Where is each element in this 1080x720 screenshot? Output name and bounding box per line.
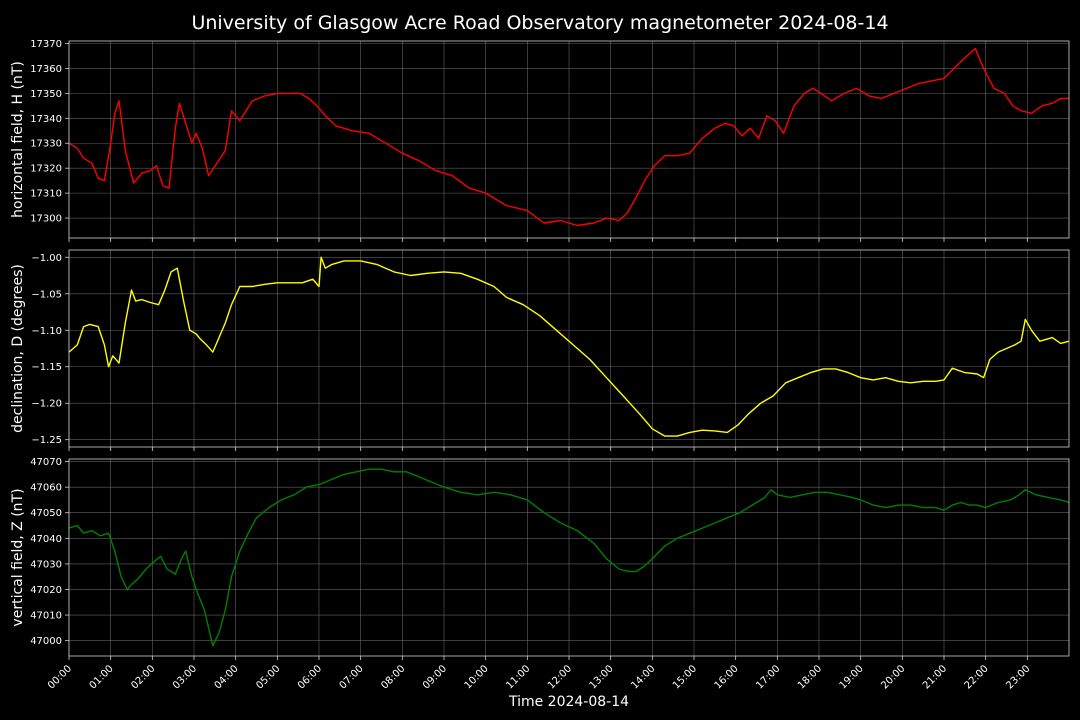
vertical-field-ytick-label: 47070 <box>30 457 62 468</box>
vertical-field-ytick-label: 47010 <box>30 611 62 622</box>
xtick-label: 10:00 <box>463 663 491 691</box>
declination-ytick-label: −1.20 <box>31 399 62 410</box>
xtick-label: 06:00 <box>296 663 324 691</box>
xtick-label: 15:00 <box>671 663 699 691</box>
horizontal-field-ytick-label: 17340 <box>30 114 62 125</box>
xtick-label: 01:00 <box>88 663 116 691</box>
declination-ytick-label: −1.05 <box>31 289 62 300</box>
horizontal-field-panel: 17300 17310 17320 17330 17340 17350 17360 17370… <box>10 39 1070 242</box>
vertical-field-ytick-label: 47000 <box>30 636 62 647</box>
declination-ytick-label: −1.25 <box>31 435 62 446</box>
declination-ylabel: declination, D (degrees) <box>10 264 26 433</box>
vertical-field-series-line <box>68 468 1070 647</box>
xtick-label: 23:00 <box>1004 663 1032 691</box>
xtick-label: 18:00 <box>796 663 824 691</box>
chart-panels: 17300 17310 17320 17330 17340 17350 17360 17370… <box>10 39 1070 692</box>
xtick-label: 13:00 <box>588 663 616 691</box>
xtick-label: 21:00 <box>921 663 949 691</box>
xtick-label: 03:00 <box>171 663 199 691</box>
xtick-label: 17:00 <box>754 663 782 691</box>
horizontal-field-ytick-label: 17360 <box>30 64 62 75</box>
vertical-field-panel: 47000 47010 47020 47030 47040 47050 47060 47070… <box>10 457 1070 692</box>
horizontal-field-ytick-label: 17320 <box>30 164 62 175</box>
declination-ytick-label: −1.10 <box>31 326 62 337</box>
vertical-field-ytick-label: 47020 <box>30 585 62 596</box>
vertical-field-ylabel: vertical field, Z (nT) <box>10 488 26 626</box>
vertical-field-ytick-label: 47060 <box>30 483 62 494</box>
vertical-field-ytick-label: 47040 <box>30 534 62 545</box>
xtick-label: 11:00 <box>504 663 532 691</box>
vertical-field-ytick-label: 47050 <box>30 508 62 519</box>
figure-title: University of Glasgow Acre Road Observat… <box>191 12 888 34</box>
xtick-label: 22:00 <box>963 663 991 691</box>
xtick-label: 07:00 <box>338 663 366 691</box>
declination-ytick-label: −1.00 <box>31 253 62 264</box>
xtick-label: 16:00 <box>713 663 741 691</box>
xtick-label: 19:00 <box>838 663 866 691</box>
xtick-label: 14:00 <box>629 663 657 691</box>
xtick-label: 08:00 <box>379 663 407 691</box>
horizontal-field-ytick-label: 17330 <box>30 139 62 150</box>
xtick-label: 05:00 <box>254 663 282 691</box>
horizontal-field-ytick-label: 17310 <box>30 189 62 200</box>
declination-panel: −1.25 −1.20 −1.15 −1.10 −1.05 −1.00 declinatio… <box>10 249 1070 451</box>
xtick-label: 00:00 <box>46 663 74 691</box>
xtick-label: 20:00 <box>879 663 907 691</box>
xtick-label: 12:00 <box>546 663 574 691</box>
declination-ytick-label: −1.15 <box>31 362 62 373</box>
horizontal-field-ylabel: horizontal field, H (nT) <box>10 61 26 218</box>
vertical-field-ytick-label: 47030 <box>30 559 62 570</box>
declination-series-line <box>68 256 1070 437</box>
x-axis-label: Time 2024-08-14 <box>508 694 629 710</box>
xtick-label: 02:00 <box>129 663 157 691</box>
horizontal-field-series-line <box>68 47 1069 227</box>
horizontal-field-ytick-label: 17350 <box>30 89 62 100</box>
horizontal-field-ytick-label: 17370 <box>30 39 62 50</box>
xtick-label: 04:00 <box>213 663 241 691</box>
horizontal-field-ytick-label: 17300 <box>30 214 62 225</box>
xtick-label: 09:00 <box>421 663 449 691</box>
